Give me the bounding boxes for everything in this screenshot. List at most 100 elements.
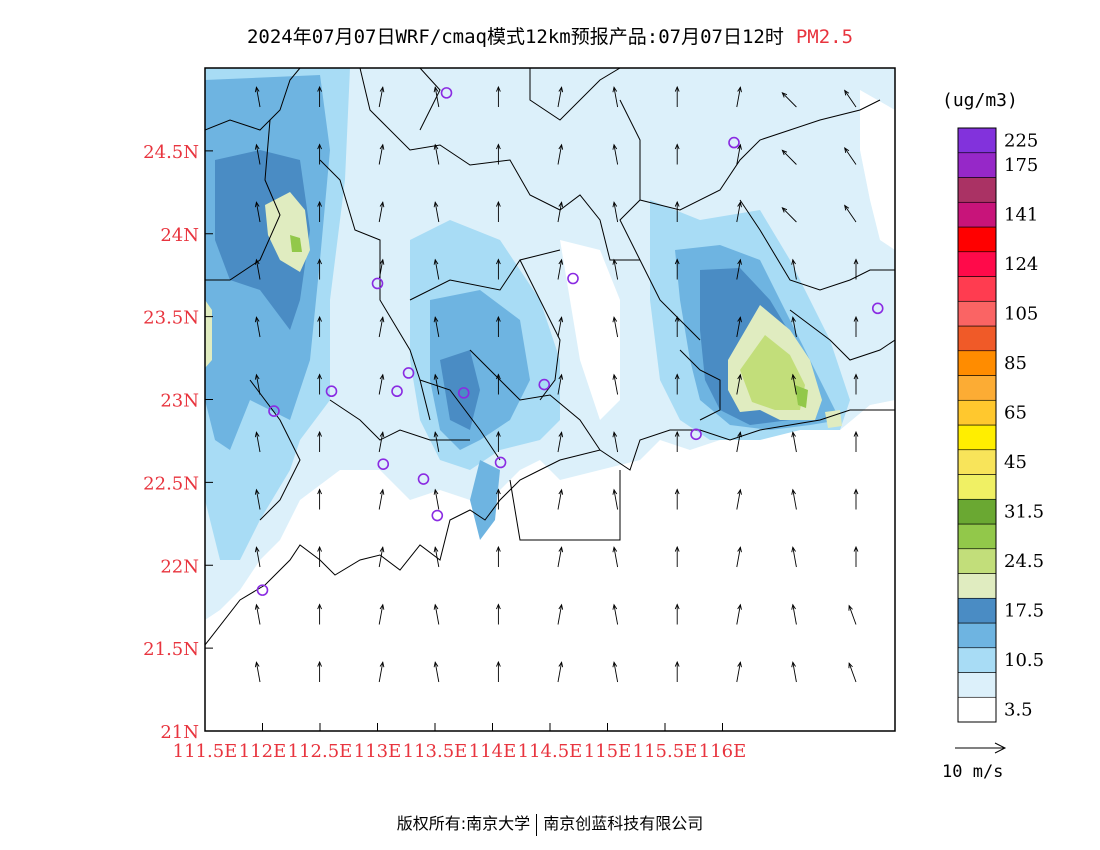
map-title: 2024年07月07日WRF/cmaq模式12km预报产品:07月07日12时 P…	[0, 22, 1100, 49]
wind-arrow	[254, 431, 261, 453]
lat-tick-label: 23.5N	[143, 308, 199, 329]
legend-label: 124	[1004, 254, 1038, 275]
wind-arrow	[378, 661, 385, 683]
lon-tick-label: 113.5E	[403, 741, 468, 762]
wind-arrow	[781, 149, 797, 165]
legend-swatch	[957, 474, 997, 500]
wind-arrow	[317, 545, 322, 567]
station-marker	[325, 385, 338, 398]
legend-label: 175	[1004, 155, 1038, 176]
station-marker	[538, 378, 551, 391]
wind-arrow	[254, 86, 261, 108]
wind-arrow	[853, 430, 859, 452]
wind-arrow	[853, 315, 859, 337]
wind-arrow	[496, 660, 501, 682]
wind-arrow	[496, 373, 501, 395]
wind-arrow	[736, 431, 742, 453]
footer-left: 版权所有:南京大学	[396, 814, 531, 833]
wind-arrow	[317, 373, 322, 395]
vector-reference-arrow	[955, 742, 1007, 754]
wind-arrow	[557, 431, 564, 453]
station-marker	[431, 509, 444, 522]
wind-arrow	[674, 143, 680, 165]
station-marker	[494, 456, 507, 469]
legend-label: 10.5	[1004, 650, 1044, 671]
legend-swatch	[957, 672, 997, 698]
wind-arrow	[791, 661, 797, 683]
station-marker	[440, 87, 453, 99]
wind-arrow	[848, 604, 857, 625]
legend-label: 3.5	[1004, 700, 1033, 721]
legend-swatch	[957, 276, 997, 302]
wind-arrow	[254, 201, 261, 223]
wind-arrow	[612, 431, 619, 453]
wind-arrow	[736, 86, 742, 108]
lon-tick-label: 115.5E	[633, 741, 698, 762]
wind-arrow	[378, 86, 385, 108]
title-product: PM2.5	[795, 26, 854, 48]
wind-arrow	[254, 546, 261, 568]
wind-arrow	[378, 488, 385, 510]
lon-tick-label: 116E	[699, 741, 747, 762]
station-marker	[256, 584, 269, 596]
lat-tick-label: 21.5N	[143, 639, 199, 660]
wind-arrow	[378, 373, 385, 395]
wind-arrow	[736, 201, 742, 223]
legend-label: 141	[1004, 205, 1038, 226]
wind-arrow	[378, 431, 385, 453]
legend-swatch	[957, 647, 997, 673]
wind-arrow	[612, 258, 619, 280]
wind-arrow	[254, 373, 261, 395]
legend-swatch	[957, 597, 997, 624]
wind-arrow	[317, 200, 322, 222]
wind-arrow	[378, 258, 385, 280]
wind-arrow	[433, 143, 440, 165]
wind-arrow	[781, 91, 797, 108]
wind-arrow	[736, 661, 742, 683]
wind-arrow	[674, 315, 680, 337]
wind-arrow	[496, 143, 501, 165]
wind-arrow	[612, 201, 619, 223]
legend-unit: (ug/m3)	[942, 90, 1018, 111]
wind-arrow	[317, 603, 322, 625]
lat-tick-label: 24N	[160, 225, 199, 246]
wind-arrow	[254, 603, 261, 625]
lat-tick-label: 23N	[160, 391, 199, 412]
wind-arrow	[433, 603, 440, 625]
legend-swatch	[957, 350, 997, 376]
legend-label: 85	[1004, 353, 1027, 374]
wind-arrow	[844, 147, 857, 165]
wind-arrow	[433, 86, 440, 108]
wind-arrow	[317, 488, 322, 510]
legend-swatch	[957, 449, 997, 475]
wind-arrow	[433, 661, 440, 683]
legend-swatch	[957, 127, 997, 154]
wind-arrow	[378, 603, 385, 625]
wind-arrow	[853, 488, 859, 510]
lon-tick-label: 114E	[469, 741, 517, 762]
station-marker	[402, 367, 415, 379]
footer-separator	[536, 813, 538, 836]
wind-arrow	[378, 143, 385, 165]
wind-arrow	[254, 143, 261, 165]
wind-arrow	[433, 488, 440, 510]
wind-arrow	[317, 315, 322, 337]
wind-arrow	[378, 316, 385, 338]
wind-arrow	[378, 201, 385, 223]
copyright-footer: 版权所有:南京大学 南京创蓝科技有限公司	[0, 810, 1100, 836]
wind-arrow	[674, 660, 680, 682]
wind-arrow	[674, 258, 680, 280]
legend-swatch	[957, 399, 997, 426]
wind-arrow	[557, 86, 564, 108]
wind-arrow	[433, 258, 440, 280]
legend-label: 17.5	[1004, 601, 1044, 622]
wind-arrow	[853, 373, 859, 395]
wind-arrow	[736, 546, 742, 568]
concentration-field	[205, 68, 895, 731]
wind-arrow	[557, 143, 564, 165]
lon-tick-label: 112E	[239, 741, 287, 762]
wind-arrow	[557, 661, 564, 683]
wind-arrow	[496, 200, 501, 222]
color-legend: 3.5 10.5 17.5 24.5 31.5 45 65 85 105 124 141 175 225	[957, 127, 1044, 723]
